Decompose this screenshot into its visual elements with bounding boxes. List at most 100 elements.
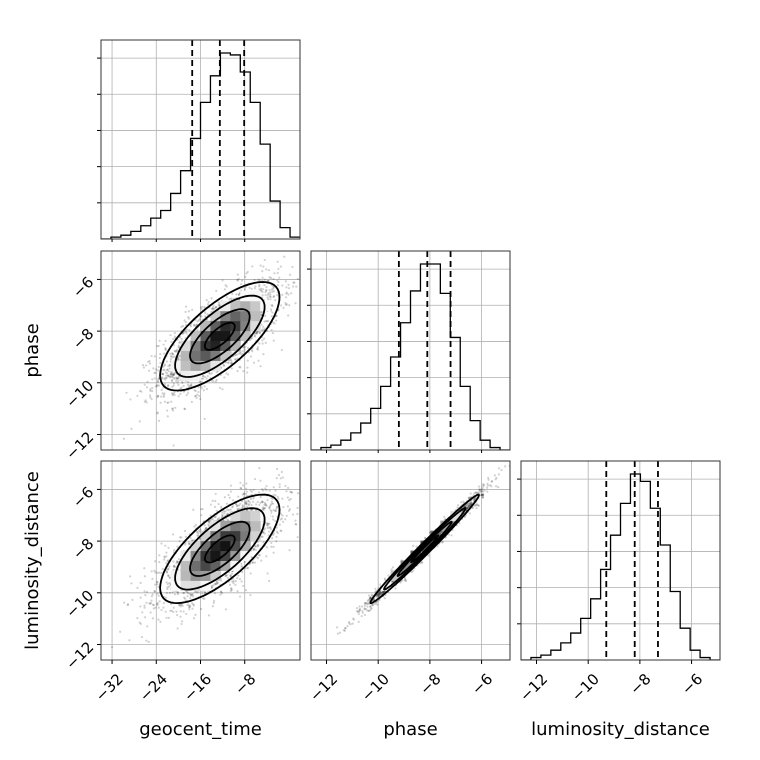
scatter-point (275, 530, 279, 533)
scatter-point (161, 567, 164, 570)
scatter-point (169, 355, 173, 358)
scatter-point (243, 560, 246, 564)
scatter-point (248, 286, 251, 289)
scatter-point (214, 516, 217, 519)
scatter-point (195, 323, 198, 326)
scatter-point (275, 535, 278, 538)
scatter-point (241, 500, 244, 503)
scatter-point (262, 265, 265, 268)
scatter-point (363, 604, 367, 607)
scatter-point (171, 407, 174, 410)
scatter-point (269, 298, 272, 301)
density-cell (220, 300, 231, 312)
scatter-point (327, 436, 329, 438)
scatter-point (167, 384, 170, 387)
scatter-point (267, 279, 270, 282)
scatter-point (167, 364, 170, 368)
scatter-point (211, 307, 214, 310)
scatter-point (175, 377, 178, 380)
scatter-point (168, 591, 172, 594)
scatter-point (202, 389, 205, 392)
scatter-point (274, 519, 277, 523)
scatter-point (167, 546, 170, 549)
scatter-point (477, 504, 480, 507)
scatter-point (173, 331, 176, 335)
scatter-point (193, 389, 196, 392)
scatter-point (183, 597, 187, 600)
scatter-point (217, 502, 220, 506)
scatter-point (278, 485, 281, 489)
scatter-point (249, 593, 252, 597)
scatter-point (189, 604, 192, 608)
scatter-point (237, 293, 240, 296)
scatter-point (369, 596, 372, 599)
scatter-point (242, 492, 246, 495)
scatter-point (181, 324, 185, 328)
scatter-point (227, 361, 230, 364)
scatter-point (149, 396, 152, 399)
scatter-point (236, 504, 239, 507)
scatter-point (467, 505, 471, 508)
scatter-point (239, 502, 242, 505)
scatter-point (253, 287, 256, 290)
scatter-point (171, 371, 174, 374)
scatter-point (206, 375, 209, 378)
scatter-point (236, 507, 239, 510)
scatter-point (239, 486, 242, 490)
density-cell (390, 570, 402, 581)
scatter-point (168, 363, 172, 366)
scatter-point (171, 407, 174, 410)
scatter-point (234, 358, 237, 362)
scatter-point (261, 288, 265, 291)
scatter-point (207, 300, 210, 304)
scatter-point (265, 546, 269, 549)
scatter-point (287, 283, 290, 286)
scatter-point (157, 606, 160, 609)
scatter-point (228, 297, 231, 301)
density-cell (200, 560, 211, 571)
scatter-point (230, 361, 233, 364)
scatter-point (180, 622, 183, 626)
scatter-point (184, 321, 187, 324)
scatter-point (139, 581, 142, 584)
scatter-point (172, 444, 175, 447)
scatter-point (294, 519, 297, 522)
scatter-point (246, 346, 250, 350)
scatter-point (262, 353, 265, 356)
scatter-point (139, 596, 142, 599)
scatter-point (186, 604, 189, 607)
scatter-point (207, 524, 211, 528)
density-cell (190, 360, 201, 371)
scatter-point (140, 635, 144, 639)
scatter-point (172, 560, 175, 563)
scatter-point (163, 392, 166, 395)
scatter-point (377, 593, 381, 596)
scatter-point (256, 347, 259, 350)
scatter-point (189, 594, 192, 597)
scatter-point (234, 357, 237, 361)
scatter-point (374, 587, 377, 590)
scatter-point (226, 512, 229, 515)
scatter-point (176, 349, 179, 352)
scatter-point (347, 620, 351, 624)
scatter-point (234, 580, 237, 583)
scatter-point (192, 604, 195, 607)
scatter-point (281, 476, 285, 479)
scatter-point (200, 308, 203, 311)
scatter-point (278, 276, 281, 279)
scatter-point (163, 555, 166, 558)
scatter-point (197, 534, 200, 537)
scatter-point (202, 377, 205, 380)
scatter-point (203, 417, 206, 420)
scatter-point (252, 497, 255, 500)
scatter-point (497, 485, 500, 489)
scatter-point (272, 294, 276, 298)
scatter-point (241, 493, 245, 496)
density-cell (230, 520, 241, 532)
scatter-point (246, 567, 249, 570)
scatter-point (367, 598, 370, 602)
scatter-point (241, 484, 245, 487)
scatter-point (215, 306, 218, 309)
scatter-point (467, 496, 470, 499)
scatter-point (280, 304, 283, 307)
